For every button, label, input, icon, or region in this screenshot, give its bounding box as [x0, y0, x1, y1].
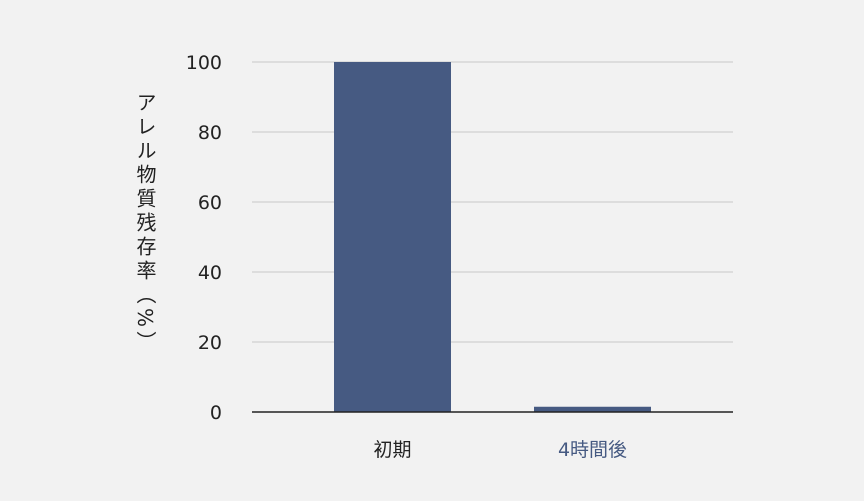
y-tick-label: 80 [198, 122, 222, 144]
bar [534, 406, 651, 412]
y-axis-label: アレル物質残存率（%） [133, 92, 157, 356]
x-tick-label: 初期 [373, 439, 411, 461]
y-tick-label: 40 [198, 262, 222, 284]
y-tick-label: 100 [186, 52, 222, 74]
y-tick-label: 0 [210, 402, 222, 424]
y-tick-label: 60 [198, 192, 222, 214]
bar [334, 62, 451, 412]
y-tick-label: 20 [198, 332, 222, 354]
x-tick-label: 4時間後 [558, 439, 627, 461]
